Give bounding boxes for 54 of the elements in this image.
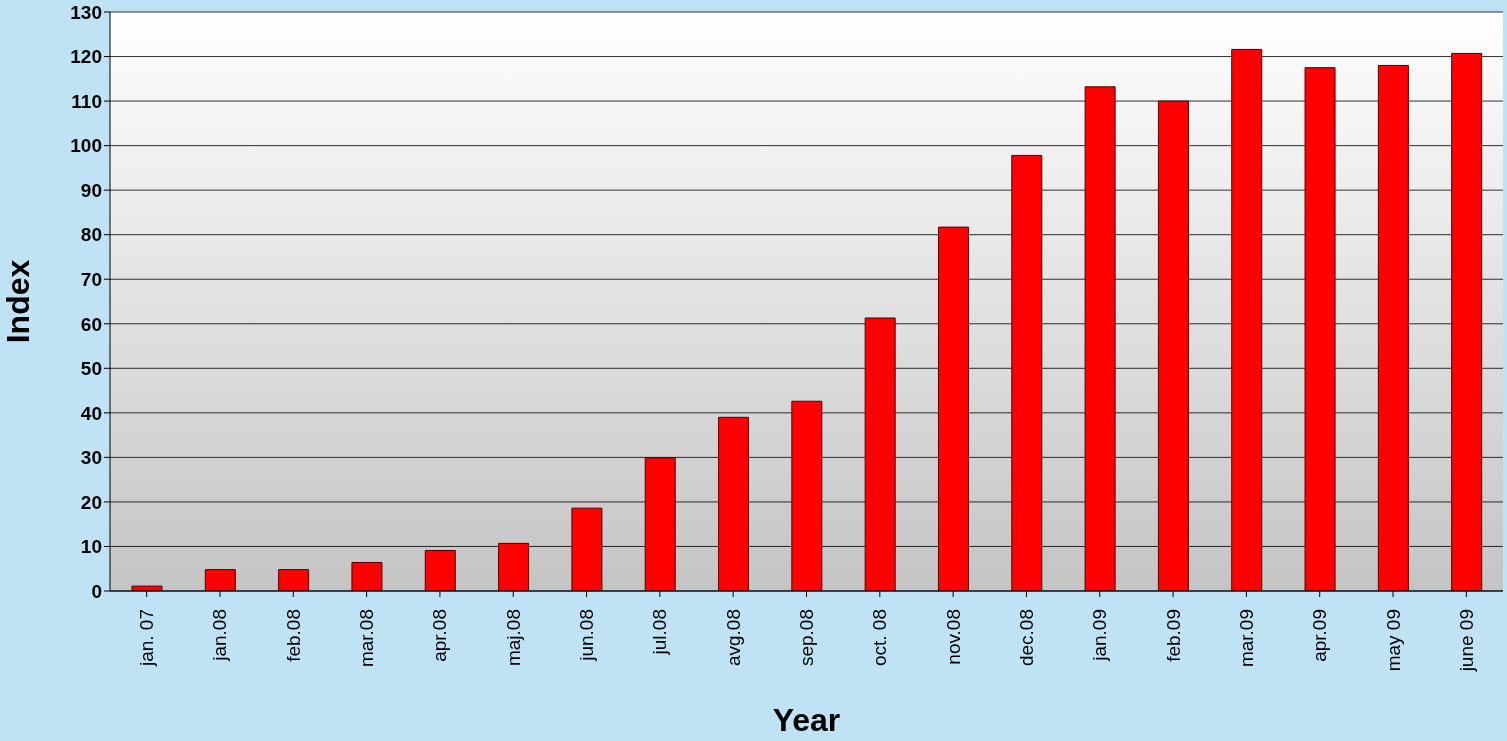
bar (1157, 100, 1189, 591)
y-tick-label: 100 (70, 135, 102, 157)
bar (351, 562, 383, 591)
y-tick-label: 70 (80, 268, 102, 290)
y-tick-label: 130 (70, 1, 102, 23)
x-tick-label: maj.08 (502, 609, 524, 667)
bar (644, 457, 676, 591)
bar (278, 569, 310, 591)
bar (937, 226, 969, 591)
y-tick-label: 110 (71, 90, 102, 112)
x-tick-label: jan. 07 (136, 609, 158, 668)
bar (1451, 52, 1483, 591)
y-tick-label: 120 (70, 46, 102, 68)
x-tick-label: avg.08 (722, 609, 744, 667)
y-tick-label: 20 (80, 491, 102, 513)
bar (1231, 48, 1263, 591)
x-tick-label: dec.08 (1015, 609, 1037, 667)
x-axis-title: Year (772, 702, 841, 738)
x-tick-label: oct. 08 (869, 609, 891, 667)
y-tick-label: 40 (80, 402, 102, 424)
x-tick-label: mar.08 (356, 609, 378, 668)
x-tick-label: apr.09 (1309, 609, 1331, 662)
bar (718, 416, 750, 591)
y-tick-label: 80 (80, 224, 102, 246)
x-tick-label: nov.08 (942, 609, 964, 665)
bar (204, 569, 236, 591)
x-tick-label: sep.08 (796, 609, 817, 667)
bar (498, 542, 530, 591)
bar (864, 317, 896, 591)
bar (1377, 64, 1409, 591)
y-tick-label: 90 (80, 179, 102, 201)
y-axis-title: Index (0, 259, 37, 344)
bar (1011, 154, 1043, 591)
bar (424, 549, 456, 591)
y-tick-label: 10 (80, 536, 102, 558)
x-tick-label: apr.08 (429, 609, 451, 662)
x-tick-label: jun.08 (576, 609, 598, 662)
y-tick-label: 0 (91, 580, 102, 602)
y-tick-label: 50 (80, 358, 102, 380)
x-tick-label: mar.09 (1235, 609, 1257, 668)
bar (1304, 67, 1336, 591)
x-tick-label: june 09 (1455, 609, 1477, 673)
x-tick-label: jul.08 (649, 609, 671, 656)
bar (571, 507, 603, 591)
x-tick-label: jan.08 (209, 609, 231, 662)
x-tick-label: feb.08 (282, 609, 304, 662)
x-tick-label: feb.09 (1162, 609, 1184, 662)
bar (791, 400, 823, 591)
bar (1084, 86, 1116, 591)
y-tick-label: 30 (80, 447, 102, 469)
y-tick-label: 60 (80, 313, 102, 335)
x-tick-label: may 09 (1382, 609, 1404, 672)
bar (131, 585, 163, 591)
x-tick-label: jan.09 (1089, 609, 1111, 662)
